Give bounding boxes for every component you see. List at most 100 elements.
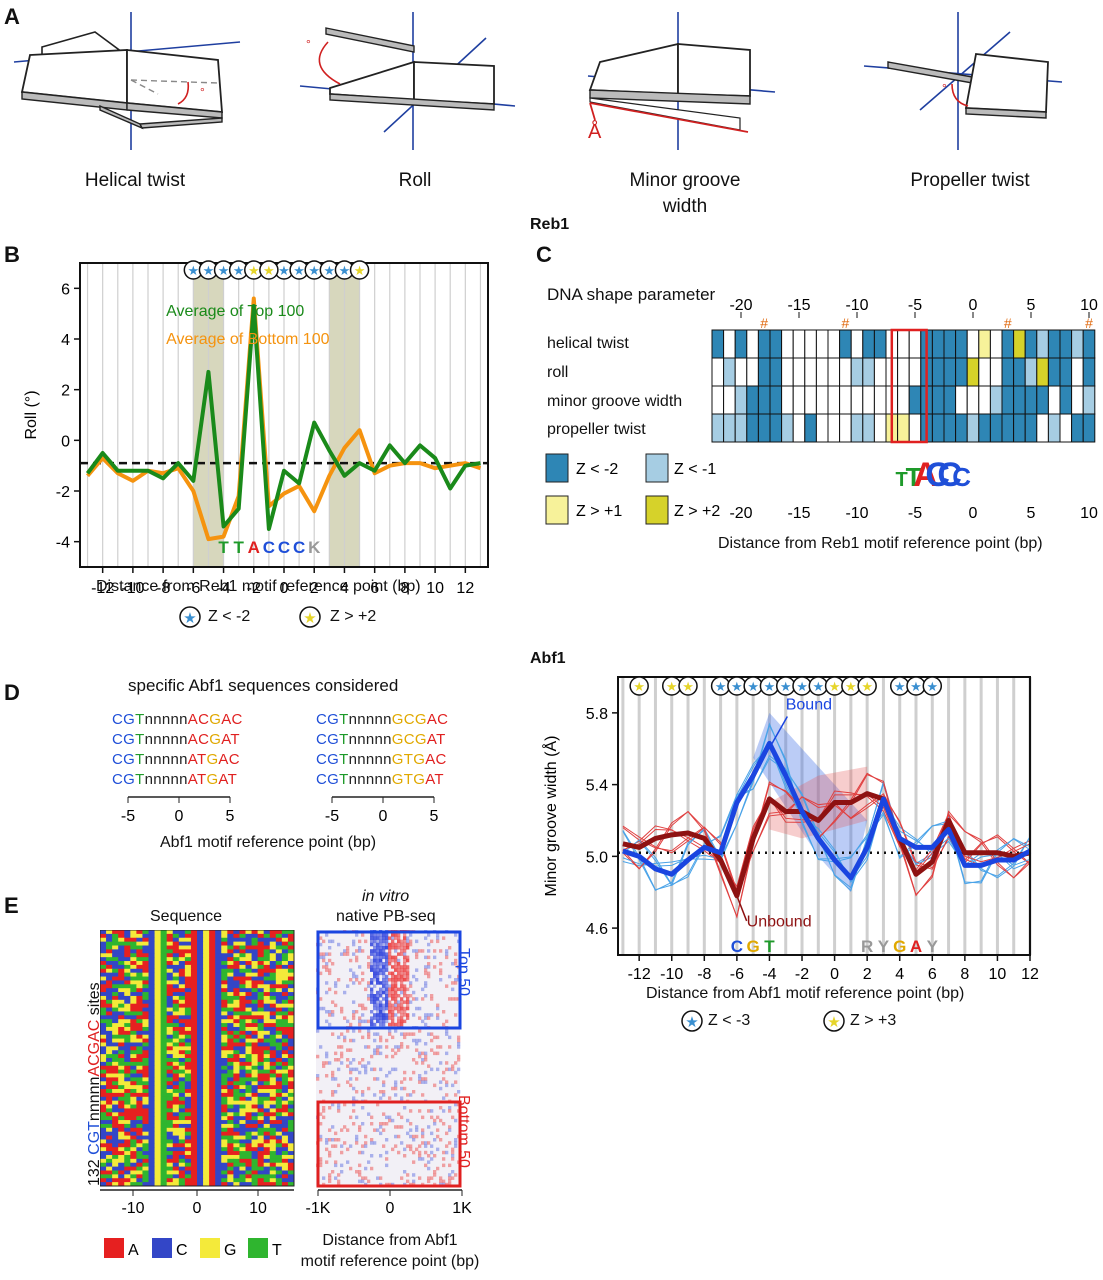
panel-e-top50: Top 50 [455,948,472,997]
heat-cell [839,385,852,415]
c-top-tick: -15 [787,297,810,314]
heat-cell [781,385,794,415]
heat-cell [897,357,910,387]
bound-line [622,740,1032,881]
heat-cell [908,329,922,359]
x-tick-label: -2 [795,966,809,983]
pbseq-cells [316,930,461,1187]
heat-cell [839,413,852,443]
legend-t: T [272,1242,282,1259]
label-minor-groove: Minor groove [629,170,741,191]
section-title-abf1: Abf1 [530,650,566,667]
heat-cell [711,357,725,387]
legend-bottom-100: Average of Bottom 100 [166,331,329,348]
legend-swatch-z-lt-2 [545,453,569,483]
z-high-star-icon [857,676,877,696]
motif-letter: G [747,937,760,956]
unbound-trace [622,773,1031,919]
motif-letter: C [293,538,305,557]
y-tick-label: -4 [56,535,70,552]
label-helical-twist: Helical twist [84,170,186,191]
seq-tick-l-0: -5 [121,808,135,825]
heat-cell [757,329,771,359]
x-tick-label: -4 [762,966,776,983]
heat-cell [1024,329,1038,359]
panel-d-sequences-left: CGTnnnnnACGAC CGTnnnnnACGAT CGTnnnnnATGAC C… [112,710,243,790]
c-bottom-tick: 0 [969,505,978,522]
panel-d-mgw-chart: 4.6 5.0 5.4 5.8 -12 -10 -8 -6 -4 -2 0 2 4 6 8 10 12 Minor… [541,676,1039,983]
legend-swatch-t [248,1238,268,1258]
legend-swatch-z-lt-1 [645,453,669,483]
heat-cell [1001,385,1015,415]
heat-cell [1059,357,1073,387]
y-tick-label: 5.8 [586,706,608,723]
heat-cell [989,357,1003,387]
heat-cell [1047,357,1061,387]
key-star-high-icon [823,1010,845,1032]
x-tick-label: 6 [370,580,379,597]
panel-d-xlabel: Abf1 motif reference point (bp) [160,834,377,851]
panel-d-title: specific Abf1 sequences considered [128,676,399,695]
panel-b-roll-chart: -4 -2 0 2 4 6 -12 -10 -8 -6 -4 -2 0 2 4 6 8 10 12 Roll (°) A… [23,260,489,597]
heat-cell [955,385,968,415]
sequence-heatmap-frame [100,930,295,1187]
heat-cell [792,385,806,415]
x-tick-label: 6 [928,966,937,983]
panel-d-plot-xlabel: Distance from Abf1 motif reference point… [646,985,965,1002]
c-top-tick: -10 [845,297,868,314]
heat-cell [1013,413,1026,443]
heat-cell [989,329,1003,359]
panel-e-invitro: in vitro [362,888,410,905]
heat-cell [943,329,957,359]
heat-cell [989,413,1003,443]
heat-cell [1024,385,1038,415]
heat-cell [1036,329,1049,359]
motif-letter: C [278,538,290,557]
seq-tick-l-1: 0 [175,808,184,825]
heat-cell [792,329,806,359]
panel-e-axes: -10 0 10 -1K 0 1K [100,1189,472,1217]
e-tick-l-1: 0 [193,1200,202,1217]
key-b-star-high-icon [299,606,321,628]
heat-cell [1071,357,1084,387]
x-tick-label: 10 [989,966,1007,983]
heat-cell [943,385,957,415]
motif-letter: T [764,937,775,956]
significance-hash: # [1004,315,1012,331]
unbound-line [622,791,1031,899]
x-tick-label: 2 [310,580,319,597]
sequence-row: CGTnnnnnGTGAT [316,771,444,788]
svg-text:★: ★ [203,263,215,278]
panel-e-sequence-heatmap [100,930,295,1187]
c-top-tick: 0 [969,297,978,314]
label-minor-groove-width: width [662,196,708,217]
seq-tick-r-1: 0 [379,808,388,825]
x-tick-label: 8 [960,966,969,983]
panel-c-row-roll: roll [547,364,569,381]
heat-cell [897,413,910,443]
x-tick-label: 12 [1021,966,1039,983]
panel-b-key-high: Z > +2 [330,608,377,625]
panel-label-e: E [4,893,19,918]
sequence-row: CGTnnnnnATGAC [112,751,240,768]
heat-cell [1059,385,1073,415]
panel-b-xlabel: Distance from Reb1 motif reference point… [96,578,421,595]
heat-cell [769,357,783,387]
heat-cell [1047,413,1061,443]
svg-text:★: ★ [633,679,645,694]
y-tick-label: 5.0 [586,849,608,866]
c-bottom-tick: -5 [908,505,922,522]
panel-e-pbseq-heatmap [316,930,462,1188]
motif-letter: T [218,538,229,557]
svg-text:★: ★ [354,263,366,278]
panel-e-legend: A C G T [104,1238,282,1259]
legend-swatch-z-gt-1 [545,495,569,525]
heat-cell [955,329,968,359]
z-high-star-icon [349,260,370,280]
helical-twist-degree: ° [200,85,205,99]
significance-hash: # [1085,315,1093,331]
heat-cell [1013,357,1026,387]
heat-cell [839,329,852,359]
e-tick-r-0: -1K [306,1200,331,1217]
